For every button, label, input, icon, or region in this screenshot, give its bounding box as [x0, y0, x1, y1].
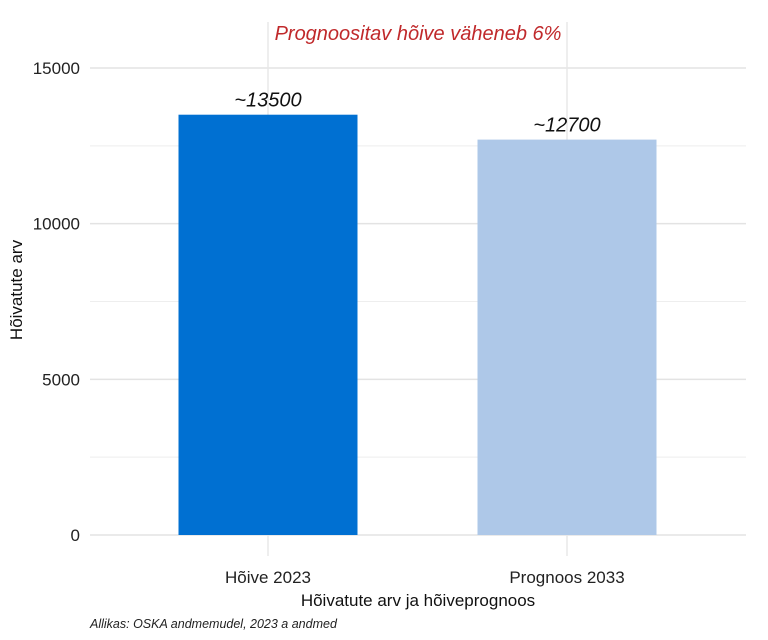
y-tick-label: 15000 — [33, 59, 80, 78]
y-tick-label: 5000 — [42, 370, 80, 389]
bar — [477, 139, 657, 535]
y-tick-label: 10000 — [33, 215, 80, 234]
bar-value-label: ~13500 — [234, 90, 301, 112]
x-tick-label: Prognoos 2033 — [509, 568, 624, 587]
x-axis-title: Hõivatute arv ja hõiveprognoos — [301, 591, 535, 610]
bar — [178, 114, 358, 535]
bars — [178, 114, 657, 535]
x-tick-label: Hõive 2023 — [225, 568, 311, 587]
source-caption: Allikas: OSKA andmemudel, 2023 a andmed — [90, 617, 337, 631]
data-labels: ~13500 ~12700 — [234, 90, 600, 137]
bar-value-label: ~12700 — [533, 115, 600, 137]
y-axis-ticks: 0 5000 10000 15000 — [33, 59, 80, 545]
x-axis-ticks: Hõive 2023 Prognoos 2033 — [225, 568, 625, 587]
y-axis-title: Hõivatute arv — [7, 239, 26, 340]
y-tick-label: 0 — [71, 526, 80, 545]
chart-annotation: Prognoositav hõive väheneb 6% — [275, 23, 562, 45]
